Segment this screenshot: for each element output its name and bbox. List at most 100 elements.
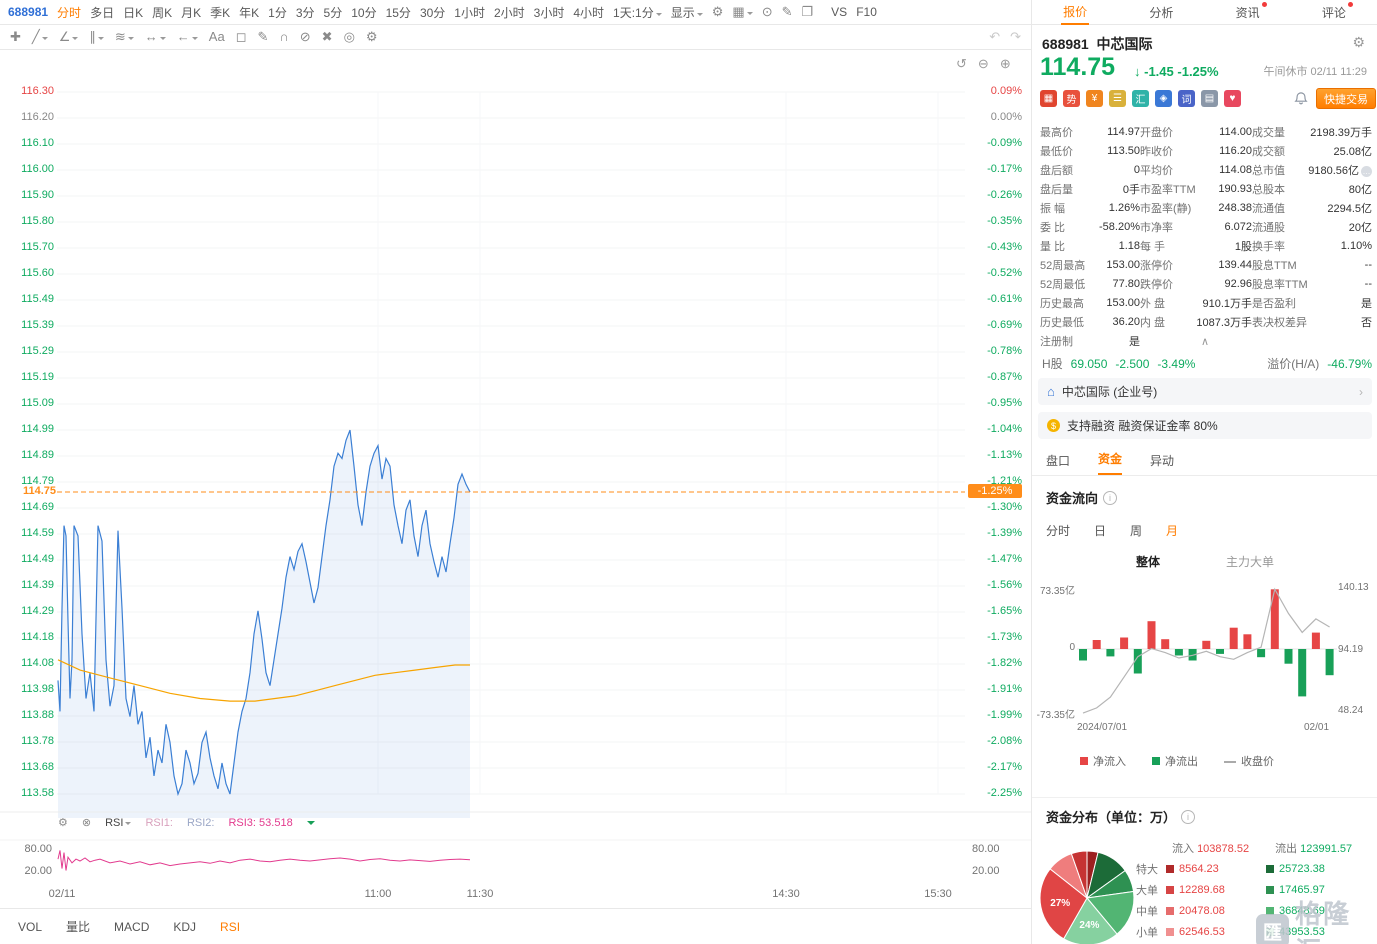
period-年K[interactable]: 年K [239, 5, 260, 20]
indicator-tab-MACD[interactable]: MACD [114, 919, 150, 934]
feature-icon-1[interactable]: ▦ [1040, 90, 1057, 107]
channel-tool[interactable]: ∥ [89, 29, 104, 45]
feature-icon-5[interactable]: 汇 [1132, 90, 1149, 107]
panel-tab-分析[interactable]: 分析 [1149, 6, 1174, 20]
company-account-link[interactable]: ⌂ 中芯国际 (企业号) › [1038, 378, 1372, 405]
collapse-quote-chevron[interactable]: ∧ [1200, 336, 1210, 348]
quote-field-value: -- [1364, 258, 1372, 271]
period-5分[interactable]: 5分 [323, 5, 343, 20]
feature-icon-8[interactable]: ▤ [1201, 90, 1218, 107]
period-分时[interactable]: 分时 [57, 5, 82, 20]
detail-tab-盘口[interactable]: 盘口 [1046, 454, 1071, 468]
flow-mode-tab-主力大单[interactable]: 主力大单 [1226, 555, 1275, 569]
feature-icon-3[interactable]: ¥ [1086, 90, 1103, 107]
screenshot-icon[interactable]: ⊙ [761, 4, 773, 19]
symbol-code[interactable]: 688981 [8, 5, 49, 19]
period-3分[interactable]: 3分 [295, 5, 315, 20]
text-tool[interactable]: Aa [208, 29, 225, 44]
alert-bell-icon[interactable] [1294, 92, 1308, 109]
flow-x-label: 2024/07/01 [1077, 722, 1128, 733]
arrow-tool[interactable]: ← [177, 29, 198, 45]
indicator-tab-VOL[interactable]: VOL [18, 919, 43, 934]
angle-tool[interactable]: ∠ [59, 29, 79, 45]
flow-period-tab-周[interactable]: 周 [1130, 524, 1143, 538]
quote-field-最低价: 最低价 113.50 [1040, 141, 1140, 160]
feature-icon-6[interactable]: ◈ [1155, 90, 1172, 107]
quote-field-value: 2198.39万手 [1310, 126, 1372, 139]
indicator-tab-KDJ[interactable]: KDJ [173, 919, 197, 934]
indicator-settings-icon[interactable]: ⚙ [58, 817, 68, 829]
intraday-chart-area[interactable]: 116.30 0.09% 116.20 0.00% 116.10 -0.09% 116.00… [0, 50, 1031, 908]
period-4小时[interactable]: 4小时 [573, 5, 605, 20]
comment-tool[interactable]: ◻ [235, 29, 247, 44]
detail-tab-资金[interactable]: 资金 [1098, 450, 1123, 475]
panel-settings-icon[interactable]: ⚙ [1352, 34, 1365, 50]
more-icon[interactable]: … [1361, 165, 1372, 177]
detail-tab-异动[interactable]: 异动 [1150, 454, 1175, 468]
info-icon[interactable]: i [1103, 490, 1118, 505]
flow-period-tab-分时[interactable]: 分时 [1046, 524, 1071, 538]
f10-button[interactable]: F10 [856, 5, 877, 19]
flow-mode-tab-整体[interactable]: 整体 [1135, 555, 1160, 569]
magnet-tool[interactable]: ∩ [279, 29, 289, 44]
trendline-tool[interactable]: ╱ [32, 29, 48, 45]
link-tool[interactable]: ◎ [343, 29, 355, 44]
feature-icon-4[interactable]: ☰ [1109, 90, 1126, 107]
feature-icon-2[interactable]: 势 [1063, 90, 1080, 107]
panel-tab-报价[interactable]: 报价 [1061, 0, 1090, 25]
hide-drawings-tool[interactable]: ⊘ [299, 29, 311, 44]
period-季K[interactable]: 季K [210, 5, 231, 20]
fullscreen-icon[interactable]: ❐ [801, 4, 814, 19]
period-1分[interactable]: 1分 [268, 5, 287, 20]
measure-tool[interactable]: ↔ [145, 29, 166, 45]
chart-reset-icon[interactable]: ↺ [956, 56, 967, 71]
drawing-settings-icon[interactable]: ⚙ [365, 29, 378, 44]
period-日K[interactable]: 日K [123, 5, 144, 20]
brush-tool[interactable]: ✎ [257, 29, 269, 44]
y-axis-pct-label: -0.43% [987, 241, 1022, 253]
fibonacci-tool[interactable]: ≋ [115, 29, 134, 45]
redo-icon[interactable]: ↷ [1010, 29, 1021, 44]
flow-period-tab-月[interactable]: 月 [1166, 524, 1179, 538]
undo-icon[interactable]: ↶ [989, 29, 1001, 44]
period-月K[interactable]: 月K [181, 5, 202, 20]
zoom-out-icon[interactable]: ⊖ [977, 56, 989, 71]
info-icon[interactable]: i [1181, 809, 1196, 824]
period-30分[interactable]: 30分 [419, 5, 446, 20]
vs-button[interactable]: VS [831, 5, 848, 19]
layout-icon[interactable]: ▦ [732, 4, 753, 19]
period-周K[interactable]: 周K [152, 5, 173, 20]
period-15分[interactable]: 15分 [385, 5, 411, 20]
cursor-move-tool[interactable]: ✚ [10, 29, 21, 44]
panel-tab-评论[interactable]: 评论 [1320, 0, 1353, 24]
panel-tab-资讯[interactable]: 资讯 [1234, 0, 1267, 24]
chart-settings-icon[interactable]: ⚙ [711, 4, 724, 19]
period-10分[interactable]: 10分 [351, 5, 377, 20]
indicator-tab-量比[interactable]: 量比 [66, 920, 91, 934]
period-2小时[interactable]: 2小时 [493, 5, 525, 20]
quote-field-开盘价: 开盘价 114.00 [1140, 122, 1252, 141]
feature-icon-7[interactable]: 词 [1178, 90, 1195, 107]
rsi2-value: RSI2: [186, 816, 215, 829]
period-3小时[interactable]: 3小时 [533, 5, 565, 20]
price-chart[interactable] [0, 50, 1031, 911]
indicator-close-icon[interactable]: ⊗ [81, 817, 92, 829]
period-多日[interactable]: 多日 [90, 5, 115, 20]
period-1小时[interactable]: 1小时 [454, 5, 485, 20]
indicator-tab-RSI[interactable]: RSI [220, 919, 241, 934]
feature-icon-9[interactable]: ♥ [1224, 90, 1241, 107]
quick-trade-button[interactable]: 快捷交易 [1316, 88, 1376, 109]
fund-flow-chart[interactable]: 73.35亿 0 -73.35亿 140.13 94.19 48.24 2024/07/01… [1032, 575, 1377, 750]
margin-info-row[interactable]: $ 支持融资 融资保证金率 80% [1038, 412, 1372, 439]
indicator-select[interactable]: RSI [105, 817, 132, 829]
collapse-indicator-icon[interactable] [306, 820, 315, 829]
zoom-in-icon[interactable]: ⊕ [999, 56, 1011, 71]
compound-period-select[interactable]: 1天:1分 [613, 4, 662, 21]
quote-field-value: 1.26% [1108, 201, 1140, 214]
draw-mode-icon[interactable]: ✎ [781, 4, 793, 19]
delete-drawings-tool[interactable]: ✖ [321, 29, 333, 44]
quote-field-value: 1股 [1234, 240, 1252, 253]
quote-field-value: -58.20% [1099, 220, 1140, 233]
display-menu[interactable]: 显示 [671, 4, 703, 21]
flow-period-tab-日[interactable]: 日 [1094, 524, 1107, 538]
